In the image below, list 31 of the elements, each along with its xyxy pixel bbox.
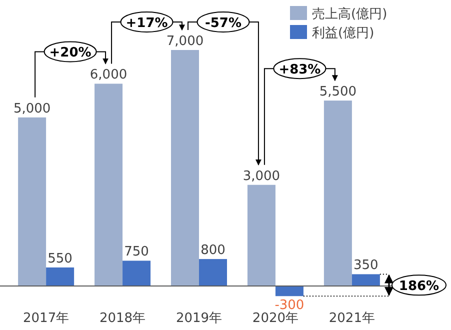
text: -57% — [204, 16, 242, 31]
bar — [94, 84, 123, 286]
data-label: 5,000 — [13, 101, 51, 116]
text: 186% — [398, 279, 440, 294]
x-tick-label: 2021年 — [328, 311, 375, 326]
annotation: +20% — [49, 46, 92, 61]
bar — [247, 184, 276, 286]
bar — [275, 286, 304, 296]
text: +17% — [126, 16, 168, 31]
data-label: 550 — [48, 251, 72, 266]
bar — [46, 267, 74, 286]
data-label: 350 — [354, 258, 378, 274]
bar — [122, 260, 151, 286]
data-label: 5,500 — [319, 84, 357, 100]
data-label: 6,000 — [90, 68, 128, 83]
data-label: 750 — [124, 244, 149, 260]
data-label: 3,000 — [242, 168, 280, 184]
x-tick-label: 2017年 — [23, 311, 70, 326]
legend-label: 利益(億円) — [312, 26, 374, 41]
data-label: 800 — [200, 243, 226, 258]
x-tick-label: 2019年 — [176, 311, 222, 326]
x-tick-label: 2020年 — [252, 311, 299, 326]
bar — [324, 100, 352, 286]
data-label: 7,000 — [166, 34, 204, 49]
bar — [18, 117, 46, 286]
bar — [199, 259, 227, 286]
legend-label: 売上高(億円) — [312, 6, 388, 22]
bar — [352, 274, 380, 286]
annotation: +83% — [278, 62, 321, 78]
bar — [171, 50, 199, 286]
x-tick-label: 2018年 — [99, 311, 146, 326]
